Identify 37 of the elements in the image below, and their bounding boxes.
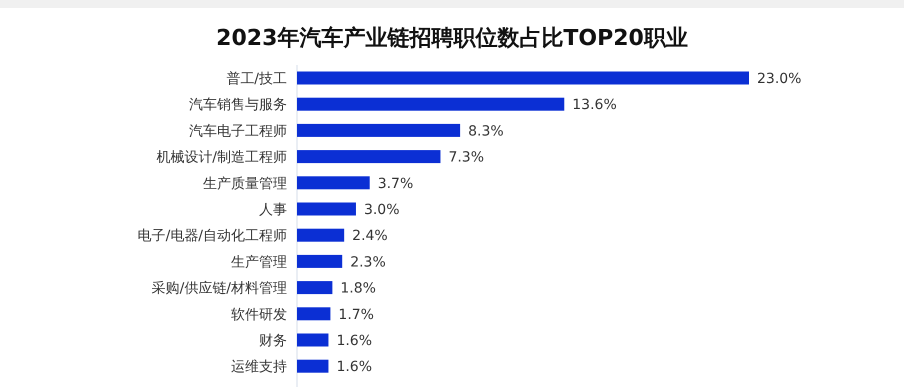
bar [297,281,332,294]
bar [297,202,356,216]
y-tick-label: 软件研发 [231,306,287,323]
y-tick-label: 生产管理 [231,254,287,270]
bar [297,254,342,268]
y-tick-label: 电子/电器/自动化工程师 [138,228,287,244]
data-label: 3.7% [378,176,414,192]
bar [297,334,328,346]
y-tick-label: 人事 [259,202,287,218]
data-label: 2.4% [352,228,388,244]
y-tick-label: 汽车销售与服务 [189,97,287,114]
y-tick-label: 普工/技工 [226,70,287,87]
bar [297,72,749,84]
bar [297,360,328,373]
bar [297,150,440,164]
data-label: 13.6% [572,97,617,114]
bar [297,307,330,320]
bar [297,98,564,111]
y-tick-label: 财务 [259,333,287,349]
data-label: 7.3% [448,150,484,166]
data-label: 3.0% [364,202,400,218]
y-tick-label: 机械设计/制造工程师 [156,150,287,166]
bar [297,124,460,137]
chart-title: 2023年汽车产业链招聘职位数占比TOP20职业 [216,25,688,51]
data-label: 1.8% [340,280,376,297]
data-label: 1.6% [336,359,372,376]
data-label: 23.0% [757,71,802,87]
y-tick-label: 生产质量管理 [203,176,287,192]
y-tick-label: 汽车电子工程师 [189,123,287,140]
data-label: 1.7% [338,306,374,323]
data-label: 8.3% [468,123,504,140]
bar [297,228,344,242]
bar [297,176,370,190]
data-label: 2.3% [350,254,386,270]
data-label: 1.6% [336,333,372,349]
y-tick-label: 采购/供应链/材料管理 [152,280,287,297]
y-tick-label: 运维支持 [231,359,287,376]
